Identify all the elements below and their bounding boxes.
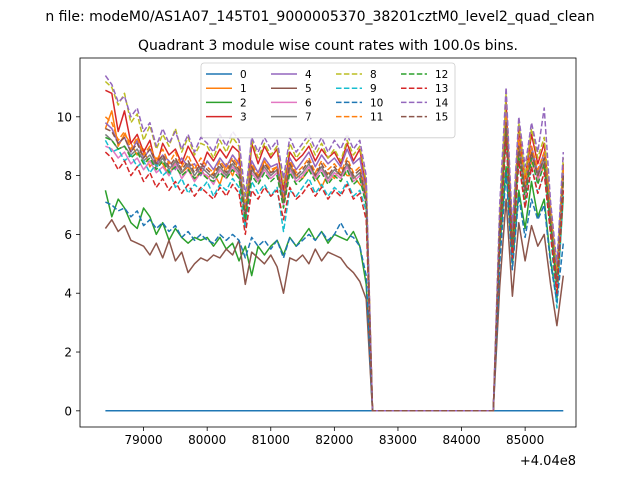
legend-label-4: 4 bbox=[305, 69, 312, 81]
series-line-4 bbox=[104, 113, 565, 412]
series-layer bbox=[104, 75, 565, 412]
legend-label-0: 0 bbox=[240, 69, 247, 81]
legend-label-8: 8 bbox=[370, 69, 377, 81]
legend-label-6: 6 bbox=[305, 97, 312, 109]
legend-label-2: 2 bbox=[240, 97, 247, 109]
legend-label-11: 11 bbox=[370, 112, 383, 124]
legend-label-7: 7 bbox=[305, 112, 312, 124]
y-tick-label: 0 bbox=[64, 404, 72, 418]
legend-label-1: 1 bbox=[240, 83, 247, 95]
x-tick-label: 84000 bbox=[442, 433, 480, 447]
legend-label-15: 15 bbox=[435, 112, 448, 124]
series-line-10 bbox=[105, 171, 565, 412]
legend-box bbox=[200, 62, 456, 139]
series-line-15 bbox=[105, 121, 565, 412]
plot-frame bbox=[79, 57, 577, 428]
legend-label-9: 9 bbox=[370, 83, 377, 95]
series-line-11 bbox=[104, 116, 565, 412]
x-tick-label: 82000 bbox=[315, 433, 353, 447]
x-tick-label: 80000 bbox=[188, 433, 226, 447]
y-axis: 0 2 4 6 8 10 bbox=[57, 110, 80, 418]
series-line-14 bbox=[104, 75, 565, 412]
figure-suptitle: n file: modeM0/AS1A07_145T01_9000005370_… bbox=[45, 9, 594, 25]
x-axis: 79000 80000 81000 82000 83000 84000 85000 bbox=[124, 427, 544, 447]
x-tick-label: 83000 bbox=[379, 433, 417, 447]
y-tick-label: 4 bbox=[64, 287, 72, 301]
y-tick-label: 10 bbox=[57, 110, 72, 124]
legend-label-12: 12 bbox=[435, 69, 448, 81]
x-offset-label: +4.04e8 bbox=[520, 454, 576, 469]
chart-title: Quadrant 3 module wise count rates with … bbox=[138, 38, 518, 54]
y-tick-label: 6 bbox=[64, 228, 72, 242]
x-tick-label: 79000 bbox=[124, 433, 162, 447]
series-line-5 bbox=[104, 198, 565, 412]
legend-label-5: 5 bbox=[305, 83, 312, 95]
x-tick-label: 85000 bbox=[506, 433, 544, 447]
legend-label-10: 10 bbox=[370, 97, 383, 109]
y-tick-label: 8 bbox=[64, 169, 72, 183]
legend-label-13: 13 bbox=[435, 83, 448, 95]
x-tick-label: 81000 bbox=[252, 433, 290, 447]
y-tick-label: 2 bbox=[64, 346, 72, 360]
legend-label-14: 14 bbox=[435, 97, 449, 109]
series-line-13 bbox=[104, 136, 565, 412]
legend-label-3: 3 bbox=[240, 112, 247, 124]
